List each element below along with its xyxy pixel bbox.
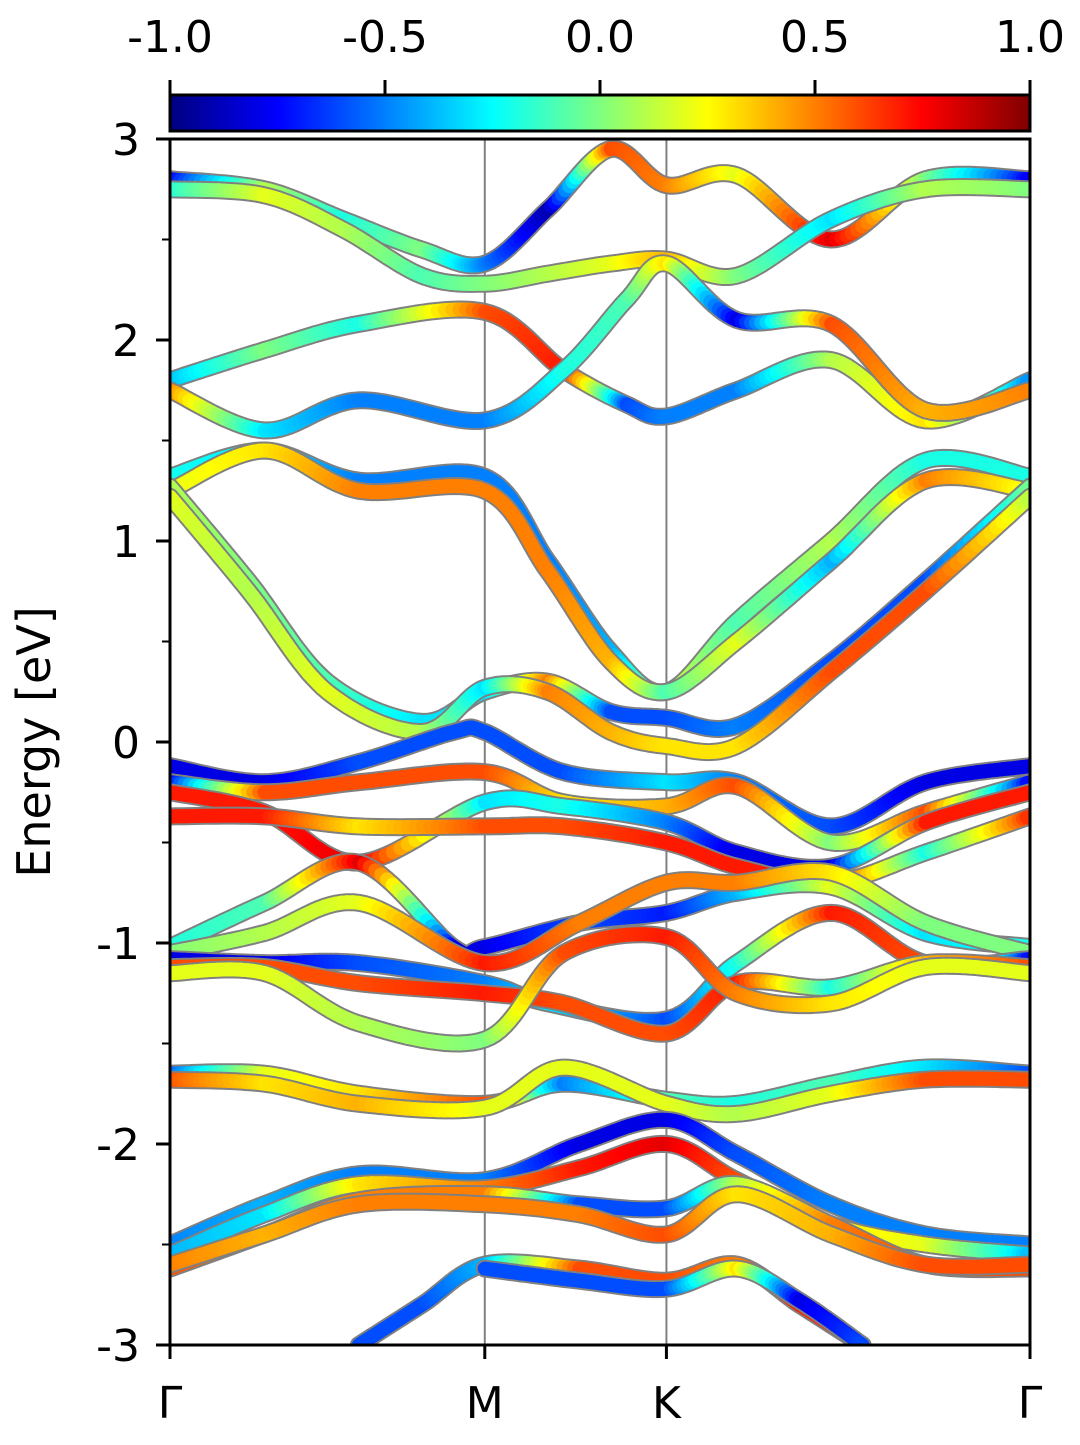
- colorbar-gradient: [170, 95, 1030, 131]
- y-tick-label: 2: [112, 316, 140, 367]
- colorbar-ticks: -1.0 -0.5 0.0 0.5 1.0: [127, 12, 1065, 95]
- y-tick-label: -1: [96, 919, 140, 970]
- y-axis-label: Energy [eV]: [7, 606, 61, 877]
- colorbar-tick-label: 0.5: [780, 12, 850, 63]
- colorbar-tick-label: 0.0: [565, 12, 635, 63]
- band-2: [170, 187, 1030, 284]
- band-24: [359, 1262, 863, 1345]
- y-tick-label: 1: [112, 517, 140, 568]
- bands: [170, 149, 1030, 1345]
- colorbar-tick-label: 1.0: [995, 12, 1065, 63]
- colorbar: -1.0 -0.5 0.0 0.5 1.0: [127, 12, 1065, 131]
- band-25: [485, 1269, 863, 1346]
- x-tick-label: M: [466, 1378, 504, 1429]
- x-tick-label: K: [652, 1378, 682, 1429]
- y-tick-label: -2: [96, 1120, 140, 1171]
- colorbar-tick-label: -0.5: [342, 12, 428, 63]
- y-tick-label: 0: [112, 718, 140, 769]
- y-tick-label: 3: [112, 115, 140, 166]
- x-tick-label: Γ: [158, 1378, 183, 1429]
- x-tick-label: Γ: [1018, 1378, 1043, 1429]
- y-axis: 3 2 1 0 -1 -2 -3: [96, 115, 170, 1372]
- y-tick-label: -3: [96, 1321, 140, 1372]
- colorbar-tick-label: -1.0: [127, 12, 213, 63]
